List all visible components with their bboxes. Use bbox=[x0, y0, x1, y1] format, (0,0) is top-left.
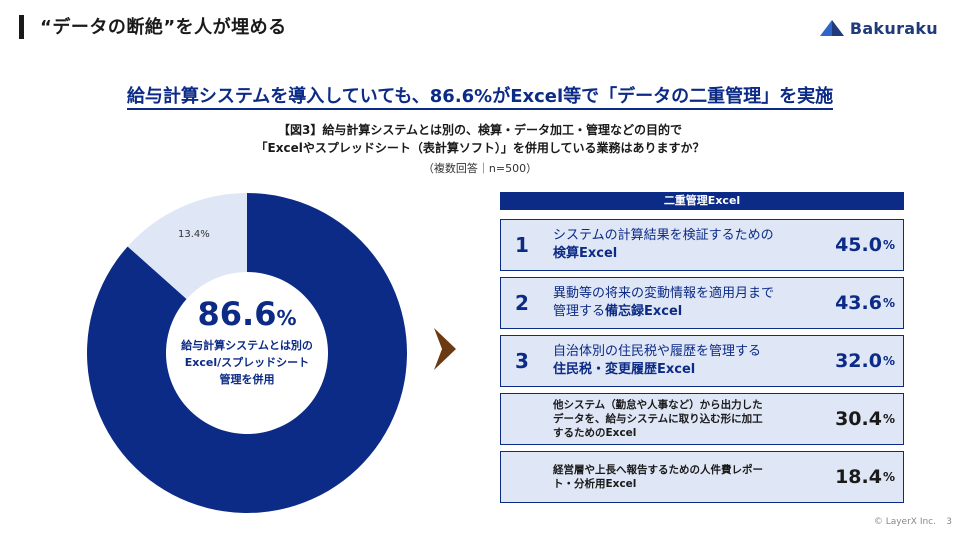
question-line-1: 【図3】給与計算システムとは別の、検算・データ加工・管理などの目的で bbox=[278, 123, 682, 137]
rank-value-number: 18.4 bbox=[835, 466, 882, 488]
rank-text: システムの計算結果を検証するための 検算Excel bbox=[553, 220, 835, 270]
question-line-2: 「Excelやスプレッドシート（表計算ソフト）」を併用している業務はありますか？ bbox=[255, 141, 705, 155]
rank-line-2: ト・分析用Excel bbox=[553, 478, 637, 490]
rank-text: 他システム（勤怠や人事など）から出力した データを、給与システムに取り込む形に加… bbox=[553, 394, 835, 444]
donut-chart: 86.6% 給与計算システムとは別の Excel/スプレッドシート 管理を併用 bbox=[84, 190, 410, 516]
donut-slice-main bbox=[86, 193, 407, 513]
ranking-header: 二重管理Excel bbox=[500, 192, 904, 210]
title-accent-bar bbox=[19, 15, 24, 39]
copyright: © LayerX Inc. bbox=[873, 517, 936, 527]
donut-svg bbox=[86, 193, 407, 513]
donut-center-label-1: 給与計算システムとは別の bbox=[181, 338, 313, 352]
rank-line-1: 経営層や上長へ報告するための人件費レポー bbox=[553, 464, 763, 476]
ranking-row-5: 経営層や上長へ報告するための人件費レポー ト・分析用Excel 18.4% bbox=[500, 451, 904, 503]
donut-center: 86.6% 給与計算システムとは別の Excel/スプレッドシート 管理を併用 bbox=[84, 190, 410, 516]
slide-title: “データの断絶”を人が埋める bbox=[40, 17, 287, 38]
bakuraku-logo-icon bbox=[819, 20, 844, 36]
rank-value: 32.0% bbox=[835, 336, 895, 386]
rank-line-3: するためのExcel bbox=[553, 427, 637, 439]
rank-value: 43.6% bbox=[835, 278, 895, 328]
arrow-right-icon bbox=[434, 328, 456, 370]
headline-text: 給与計算システムを導入していても、86.6%がExcel等で「データの二重管理」… bbox=[126, 86, 834, 110]
ranking-row-2: 2 異動等の将来の変動情報を適用月まで 管理する備忘録Excel 43.6% bbox=[500, 277, 904, 329]
donut-center-value: 86.6% bbox=[198, 296, 297, 336]
donut-center-number: 86.6 bbox=[197, 294, 277, 333]
donut-center-unit: % bbox=[276, 305, 297, 330]
donut-center-label-3: 管理を併用 bbox=[219, 372, 275, 386]
rank-value-unit: % bbox=[882, 354, 895, 368]
rank-line-2-wrap: 管理する備忘録Excel bbox=[553, 303, 835, 321]
rank-line-1: 異動等の将来の変動情報を適用月まで bbox=[553, 286, 775, 301]
logo-text: Bakuraku bbox=[849, 18, 938, 38]
rank-text: 自治体別の住民税や履歴を管理する 住民税・変更履歴Excel bbox=[553, 336, 835, 386]
rank-line-2-plain: 管理する bbox=[553, 304, 606, 319]
donut-slice-other bbox=[127, 193, 247, 300]
rank-text: 異動等の将来の変動情報を適用月まで 管理する備忘録Excel bbox=[553, 278, 835, 328]
rank-line-2: 住民税・変更履歴Excel bbox=[553, 362, 696, 377]
rank-text: 経営層や上長へ報告するための人件費レポー ト・分析用Excel bbox=[553, 452, 835, 502]
rank-value-unit: % bbox=[882, 238, 895, 252]
rank-number: 3 bbox=[515, 349, 529, 373]
rank-number: 1 bbox=[515, 233, 529, 257]
rank-line-2: データを、給与システムに取り込む形に加工 bbox=[553, 413, 763, 425]
rank-line-1: 他システム（勤怠や人事など）から出力した bbox=[553, 399, 763, 411]
ranking-row-4: 他システム（勤怠や人事など）から出力した データを、給与システムに取り込む形に加… bbox=[500, 393, 904, 445]
rank-line-1: システムの計算結果を検証するための bbox=[553, 228, 774, 243]
question: 【図3】給与計算システムとは別の、検算・データ加工・管理などの目的で 「Exce… bbox=[0, 121, 960, 157]
headline: 給与計算システムを導入していても、86.6%がExcel等で「データの二重管理」… bbox=[0, 82, 960, 110]
rank-value-number: 32.0 bbox=[835, 350, 882, 372]
rank-value-number: 43.6 bbox=[835, 292, 882, 314]
rank-line-1: 自治体別の住民税や履歴を管理する bbox=[553, 344, 762, 359]
rank-number: 2 bbox=[515, 291, 529, 315]
sample-note: （複数回答｜n=500） bbox=[422, 162, 538, 175]
page-number: 3 bbox=[946, 517, 952, 527]
rank-value: 30.4% bbox=[835, 394, 895, 444]
bakuraku-logo: Bakuraku bbox=[818, 16, 938, 40]
donut-small-label: 13.4% bbox=[178, 229, 210, 240]
rank-value-unit: % bbox=[882, 470, 895, 484]
donut-center-label-2: Excel/スプレッドシート bbox=[184, 355, 310, 369]
rank-value: 45.0% bbox=[835, 220, 895, 270]
rank-line-2: 検算Excel bbox=[553, 246, 618, 261]
rank-line-2: 備忘録Excel bbox=[605, 304, 683, 319]
ranking-row-3: 3 自治体別の住民税や履歴を管理する 住民税・変更履歴Excel 32.0% bbox=[500, 335, 904, 387]
rank-value-unit: % bbox=[882, 296, 895, 310]
rank-value-unit: % bbox=[882, 412, 895, 426]
rank-value: 18.4% bbox=[835, 452, 895, 502]
ranking-row-1: 1 システムの計算結果を検証するための 検算Excel 45.0% bbox=[500, 219, 904, 271]
rank-value-number: 45.0 bbox=[835, 234, 882, 256]
rank-value-number: 30.4 bbox=[835, 408, 882, 430]
